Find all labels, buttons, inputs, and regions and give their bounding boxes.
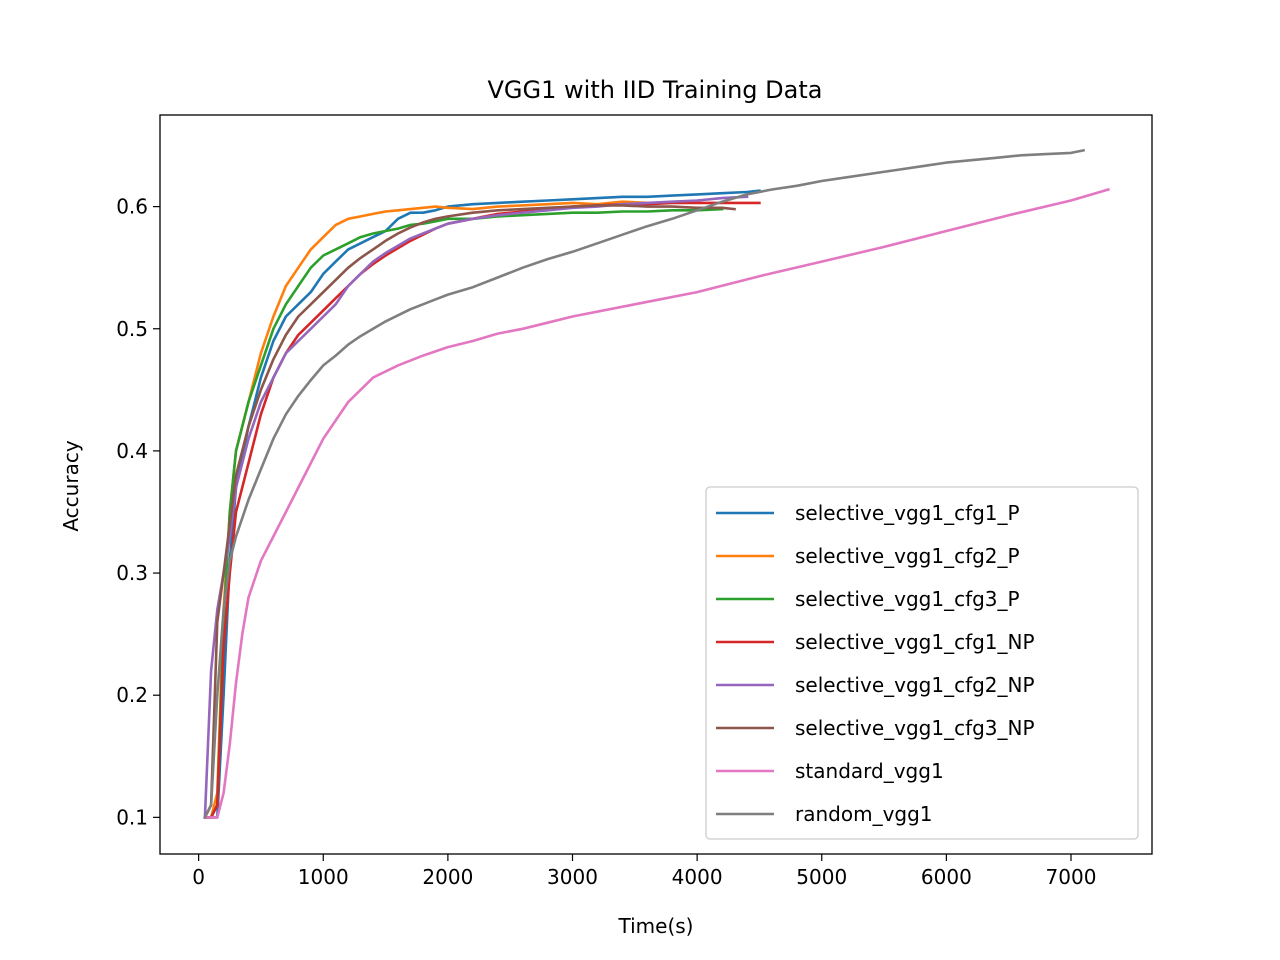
- legend: selective_vgg1_cfg1_P selective_vgg1_cfg2…: [705, 486, 1139, 840]
- y-tick-label: 0.1: [116, 805, 148, 829]
- x-axis-ticks: 0 1000 2000 3000 4000 5000 6000 7000: [192, 854, 1096, 889]
- y-tick-label: 0.6: [116, 195, 148, 219]
- series-line-random_vgg1: [203, 148, 1086, 820]
- series-line-standard_vgg1: [203, 187, 1111, 819]
- x-tick-label: 1000: [298, 865, 349, 889]
- y-tick-label: 0.4: [116, 439, 148, 463]
- y-axis-label: Accuracy: [59, 440, 83, 531]
- chart-title: VGG1 with IID Training Data: [488, 76, 823, 104]
- x-tick-label: 2000: [422, 865, 473, 889]
- x-tick-label: 4000: [672, 865, 723, 889]
- legend-label: selective_vgg1_cfg1_NP: [795, 630, 1035, 654]
- legend-box: [705, 486, 1139, 840]
- x-tick-label: 3000: [547, 865, 598, 889]
- series-line-selective_vgg1_cfg3_NP: [203, 204, 736, 820]
- x-tick-label: 5000: [796, 865, 847, 889]
- y-tick-label: 0.3: [116, 561, 148, 585]
- legend-label: random_vgg1: [795, 802, 933, 826]
- x-tick-label: 0: [192, 865, 205, 889]
- y-tick-label: 0.2: [116, 683, 148, 707]
- legend-label: standard_vgg1: [795, 759, 944, 783]
- legend-label: selective_vgg1_cfg3_NP: [795, 716, 1035, 740]
- y-axis-ticks: 0.1 0.2 0.3 0.4 0.5 0.6: [116, 195, 160, 829]
- x-tick-label: 7000: [1046, 865, 1097, 889]
- legend-label: selective_vgg1_cfg3_P: [795, 587, 1020, 611]
- x-axis-label: Time(s): [618, 914, 694, 938]
- legend-label: selective_vgg1_cfg2_NP: [795, 673, 1035, 697]
- legend-label: selective_vgg1_cfg1_P: [795, 501, 1020, 525]
- legend-label: selective_vgg1_cfg2_P: [795, 544, 1020, 568]
- x-tick-label: 6000: [921, 865, 972, 889]
- series-layer: [203, 148, 1111, 820]
- axes-frame: [159, 114, 1153, 855]
- series-line-selective_vgg1_cfg3_P: [203, 207, 724, 819]
- y-tick-label: 0.5: [116, 317, 148, 341]
- plot-area: [159, 114, 1153, 855]
